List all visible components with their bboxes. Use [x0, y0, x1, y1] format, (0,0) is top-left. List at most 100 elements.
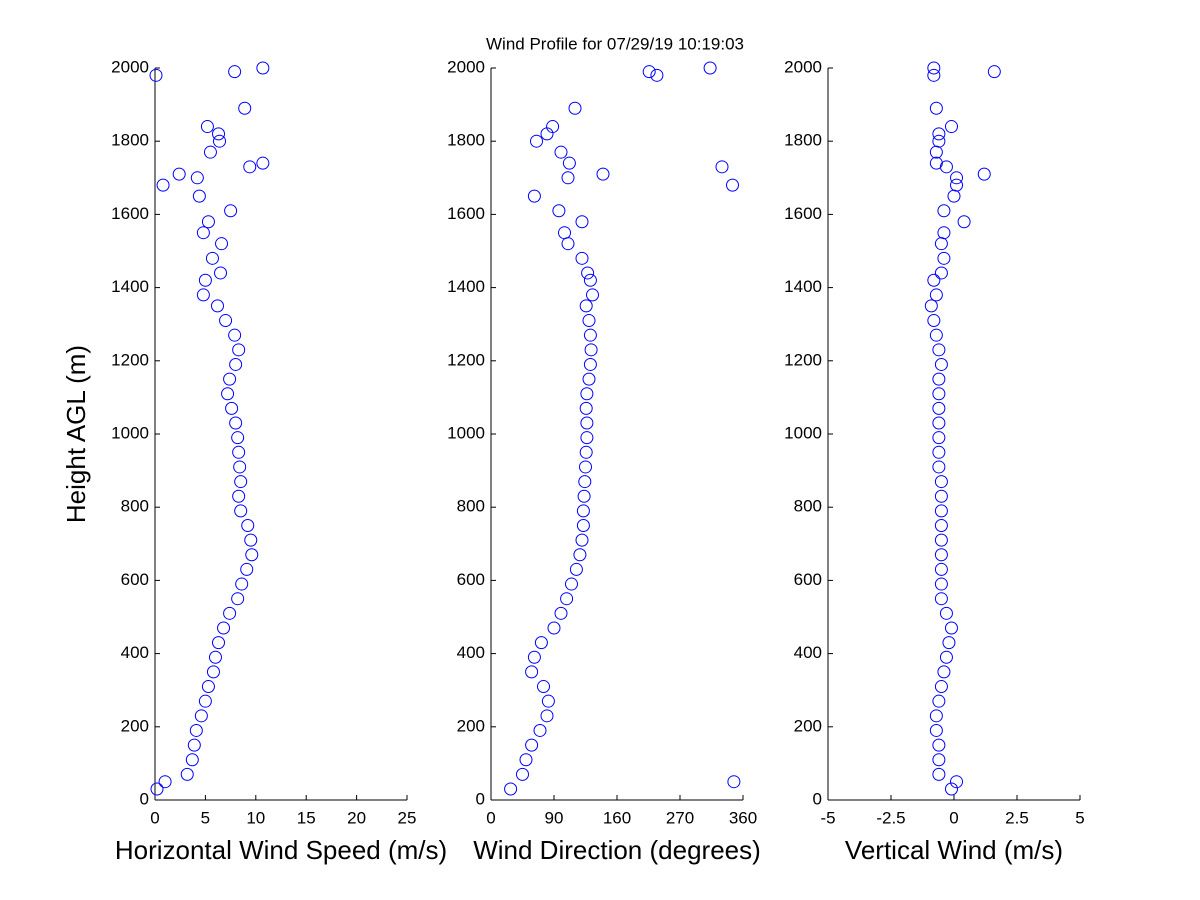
data-point: [942, 636, 956, 650]
data-point: [541, 694, 555, 708]
y-tick-label: 400: [794, 643, 822, 662]
data-point: [580, 416, 594, 430]
data-point: [221, 387, 235, 401]
y-tick-label: 2000: [447, 57, 485, 76]
data-point: [580, 431, 594, 445]
data-point: [228, 65, 242, 79]
data-point: [932, 767, 946, 781]
data-point: [703, 61, 717, 75]
data-point: [929, 709, 943, 723]
x-tick-label: 5: [201, 808, 210, 827]
y-tick-label: 800: [794, 497, 822, 516]
data-point: [198, 694, 212, 708]
data-point: [233, 460, 247, 474]
data-point: [552, 204, 566, 218]
data-point: [525, 665, 539, 679]
data-point: [927, 61, 941, 75]
data-point: [201, 215, 215, 229]
data-point: [208, 650, 222, 664]
y-tick-label: 200: [794, 716, 822, 735]
data-point: [234, 504, 248, 518]
data-point: [939, 606, 953, 620]
data-point: [937, 665, 951, 679]
y-tick-label: 600: [121, 570, 149, 589]
data-point: [185, 753, 199, 767]
data-point: [932, 738, 946, 752]
data-point: [580, 387, 594, 401]
data-point: [929, 156, 943, 170]
data-point: [504, 782, 518, 796]
data-point: [256, 156, 270, 170]
data-point: [172, 167, 186, 181]
figure-title: Wind Profile for 07/29/19 10:19:03: [486, 34, 744, 53]
data-point: [150, 782, 164, 796]
data-point: [228, 328, 242, 342]
data-point: [929, 101, 943, 115]
x-tick-label: 10: [246, 808, 265, 827]
data-point: [234, 475, 248, 489]
data-point: [932, 445, 946, 459]
data-point: [927, 273, 941, 287]
data-point: [561, 171, 575, 185]
data-point: [530, 134, 543, 148]
y-tick-label: 800: [121, 497, 149, 516]
data-point: [560, 592, 574, 606]
data-point: [190, 171, 204, 185]
data-point: [533, 723, 547, 737]
y-tick-label: 400: [457, 643, 485, 662]
data-point: [231, 592, 245, 606]
y-tick-label: 1200: [111, 350, 149, 369]
data-point: [156, 178, 170, 192]
data-point: [235, 577, 249, 591]
data-point: [224, 204, 238, 218]
data-point: [187, 738, 201, 752]
x-tick-label: 90: [545, 808, 564, 827]
x-tick-label: 2.5: [1005, 808, 1029, 827]
data-point: [934, 680, 948, 694]
y-tick-label: 200: [121, 716, 149, 735]
data-point: [516, 767, 529, 781]
y-tick-label: 1600: [447, 204, 485, 223]
x-tick-label: -5: [820, 808, 835, 827]
x-tick-label: 160: [603, 808, 631, 827]
x-tick-label: 25: [398, 808, 417, 827]
data-point: [231, 431, 245, 445]
data-point: [576, 504, 590, 518]
data-point: [243, 160, 257, 174]
x-tick-label: 0: [486, 808, 495, 827]
y-tick-label: 1000: [784, 423, 822, 442]
data-point: [225, 401, 239, 415]
data-point: [932, 387, 946, 401]
data-point: [927, 314, 941, 328]
data-point: [932, 431, 946, 445]
data-point: [579, 445, 593, 459]
data-point: [547, 621, 561, 635]
data-point: [229, 357, 243, 371]
y-tick-label: 1800: [447, 131, 485, 150]
data-point: [934, 504, 948, 518]
data-point: [203, 145, 217, 159]
data-point: [189, 723, 203, 737]
x-tick-label: 0: [949, 808, 958, 827]
x-tick-label: 0: [150, 808, 159, 827]
data-point: [934, 475, 948, 489]
y-tick-label: 600: [794, 570, 822, 589]
y-tick-label: 1200: [447, 350, 485, 369]
data-point: [937, 251, 951, 265]
data-point: [937, 204, 951, 218]
y-tick-label: 0: [476, 789, 485, 808]
data-point: [642, 65, 656, 79]
data-point: [650, 68, 664, 82]
data-point: [210, 299, 224, 313]
data-point: [957, 215, 971, 229]
data-point: [232, 489, 246, 503]
x-axis-label: Vertical Wind (m/s): [845, 835, 1063, 865]
data-point: [245, 548, 259, 562]
x-axis-label: Wind Direction (degrees): [473, 835, 761, 865]
data-point: [934, 548, 948, 562]
data-point: [934, 357, 948, 371]
data-point: [934, 592, 948, 606]
data-point: [238, 101, 252, 115]
y-tick-label: 0: [140, 789, 149, 808]
data-point: [229, 416, 243, 430]
